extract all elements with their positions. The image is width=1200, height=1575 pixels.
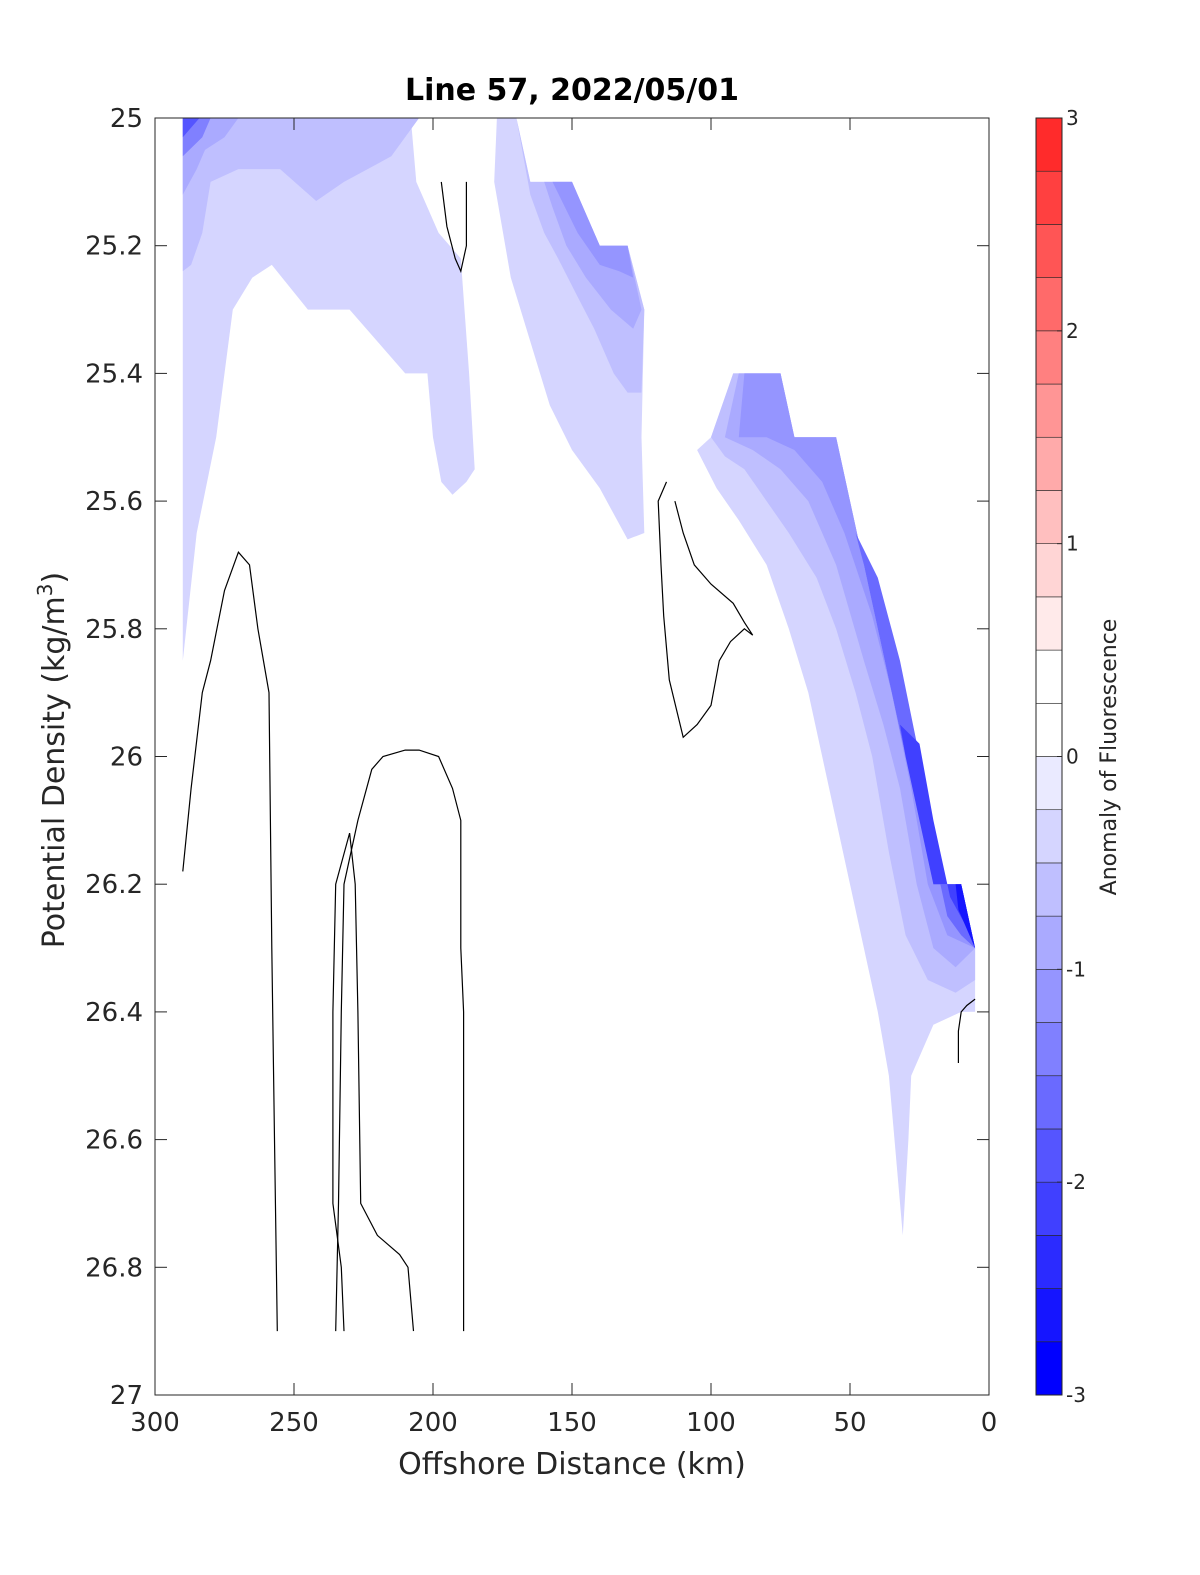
contour-fill-central-descending-band (494, 118, 645, 540)
y-tick-label: 27 (110, 1381, 143, 1411)
x-tick-label: 250 (269, 1408, 319, 1438)
y-tick-label: 26 (110, 743, 143, 773)
zero-contour-arch (335, 749, 465, 1332)
colorbar-swatch (1035, 436, 1063, 491)
colorbar-swatches (1035, 117, 1063, 1396)
plot-area: 300 250 200 150 100 50 0 2525.225.425.625.8262… (85, 104, 997, 1438)
colorbar-swatch (1035, 809, 1063, 864)
contour-fill-inshore-band-core-5 (900, 724, 976, 949)
colorbar-tick-label: 0 (1066, 745, 1079, 769)
colorbar-swatch (1035, 1181, 1063, 1236)
contour-fill-offshore-surface-lobe (182, 118, 475, 661)
contour-fill-inshore-band-core-2 (724, 373, 976, 968)
colorbar-swatch (1035, 596, 1063, 651)
colorbar: 3 2 1 0 -1 -2 -3 Anomaly of Fluorescence (1035, 106, 1122, 1407)
colorbar-tick-label: -3 (1066, 1383, 1086, 1407)
contour-fill-inshore-sloping-band (697, 373, 976, 1236)
colorbar-swatch (1035, 1022, 1063, 1077)
colorbar-swatch (1035, 702, 1063, 757)
contour-fill-central-band-core-2 (544, 181, 642, 329)
colorbar-swatch (1035, 543, 1063, 598)
x-tick-label: 100 (686, 1408, 736, 1438)
colorbar-swatch (1035, 330, 1063, 385)
colorbar-swatch (1035, 170, 1063, 225)
y-tick-label: 26.8 (85, 1253, 143, 1283)
y-tick-label: 26.6 (85, 1126, 143, 1156)
colorbar-swatch (1035, 969, 1063, 1023)
y-tick-label: 25.2 (85, 232, 143, 262)
colorbar-swatch (1035, 224, 1063, 278)
y-tick-label: 25.8 (85, 615, 143, 645)
y-axis: 25 25.2 25.4 25.6 25.8 26 26.2 26.4 26.6 26.8 27 (85, 104, 989, 1411)
x-tick-label: 150 (547, 1408, 597, 1438)
chart-title: Line 57, 2022/05/01 (405, 73, 739, 108)
zero-contour-offshore-curve (182, 551, 278, 1332)
colorbar-swatch (1035, 490, 1063, 544)
zero-contour-nearshore-hook (957, 998, 976, 1063)
colorbar-swatch (1035, 1341, 1063, 1396)
contour-fill-offshore-surface-core-1 (182, 118, 420, 272)
zero-contour-wedge (657, 481, 754, 739)
colorbar-tick-label: -2 (1066, 1170, 1086, 1194)
colorbar-tick-label: 3 (1066, 106, 1079, 130)
colorbar-label: Anomaly of Fluorescence (1097, 619, 1122, 896)
colorbar-swatch (1035, 117, 1063, 172)
y-axis-label-superscript: 3 (33, 583, 57, 596)
contour-fill-inshore-band-core-6 (955, 884, 976, 949)
x-tick-label: 300 (130, 1408, 180, 1438)
colorbar-tick-label: 2 (1066, 319, 1079, 343)
y-tick-label: 25 (110, 104, 143, 134)
zero-contour-surface-loop (440, 181, 467, 274)
contour-fill-inshore-band-core-3 (738, 373, 976, 949)
x-axis: 300 250 200 150 100 50 0 (130, 118, 997, 1438)
x-tick-label: 0 (981, 1408, 998, 1438)
colorbar-swatch (1035, 1075, 1063, 1130)
colorbar-swatch (1035, 1288, 1063, 1343)
contour-fill-offshore-surface-core-4 (182, 118, 200, 138)
colorbar-swatch (1035, 1235, 1063, 1289)
y-axis-label-main: Potential Density (kg/m (37, 596, 72, 948)
y-tick-label: 25.6 (85, 487, 143, 517)
colorbar-tick-label: 1 (1066, 532, 1079, 556)
x-tick-label: 50 (833, 1408, 866, 1438)
x-axis-label: Offshore Distance (km) (398, 1447, 746, 1482)
colorbar-swatch (1035, 277, 1063, 332)
x-tick-label: 200 (408, 1408, 458, 1438)
colorbar-swatch (1035, 915, 1063, 970)
y-axis-label-tail: ) (37, 572, 72, 584)
colorbar-swatch (1035, 756, 1063, 811)
colorbar-swatch (1035, 649, 1063, 704)
y-tick-label: 26.2 (85, 870, 143, 900)
colorbar-ticks: 3 2 1 0 -1 -2 -3 (1057, 106, 1086, 1407)
zero-contour-middle-spike (332, 832, 415, 1332)
y-tick-label: 25.4 (85, 359, 143, 389)
y-axis-label: Potential Density (kg/m3) (33, 572, 72, 948)
colorbar-swatch (1035, 1128, 1063, 1183)
colorbar-tick-label: -1 (1066, 957, 1086, 981)
colorbar-swatch (1035, 383, 1063, 438)
contour-fill-nearshore-positive-speck (969, 1011, 976, 1038)
y-tick-label: 26.4 (85, 998, 143, 1028)
contour-fill-central-band-core-3 (552, 181, 634, 278)
colorbar-swatch (1035, 862, 1063, 917)
zero-contour-lines (182, 181, 976, 1332)
contour-fills (182, 118, 976, 1236)
